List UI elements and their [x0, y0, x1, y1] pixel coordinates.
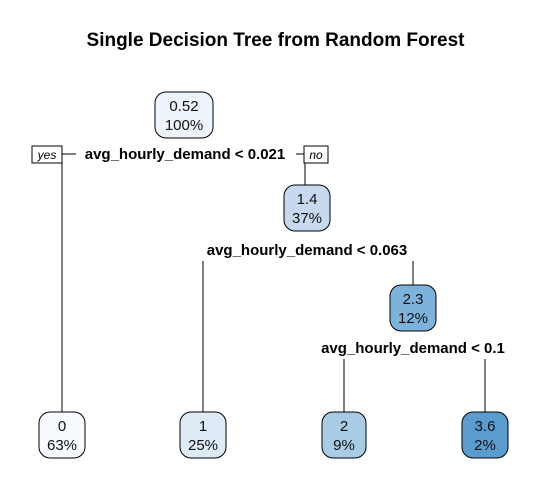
tree-leaf-1: 0 63% — [38, 411, 86, 459]
split-label-n2: avg_hourly_demand < 0.063 — [207, 242, 408, 259]
node-percent: 63% — [47, 437, 77, 454]
tree-node-root: 0.52 100% — [154, 91, 214, 139]
node-percent: 9% — [333, 437, 355, 454]
tree-edges — [61, 153, 486, 412]
split-label-root: avg_hourly_demand < 0.021 — [85, 146, 286, 163]
yes-label-box: yes — [31, 145, 63, 164]
node-value: 0 — [58, 418, 66, 435]
node-value: 0.52 — [169, 98, 198, 115]
node-value: 1 — [199, 418, 207, 435]
tree-leaf-3: 2 9% — [321, 411, 367, 459]
split-label-n3: avg_hourly_demand < 0.1 — [321, 340, 505, 357]
tree-leaf-2: 1 25% — [179, 411, 227, 459]
node-percent: 25% — [188, 437, 218, 454]
tree-leaf-4: 3.6 2% — [461, 411, 509, 459]
node-value: 2 — [340, 418, 348, 435]
yes-label: yes — [37, 148, 57, 162]
node-percent: 12% — [398, 310, 428, 327]
no-label: no — [309, 148, 323, 162]
node-percent: 37% — [292, 210, 322, 227]
node-percent: 100% — [165, 117, 203, 134]
chart-title: Single Decision Tree from Random Forest — [86, 30, 465, 51]
no-label-box: no — [303, 145, 329, 164]
tree-node-n3: 2.3 12% — [389, 284, 437, 332]
node-value: 2.3 — [403, 291, 424, 308]
node-value: 1.4 — [297, 191, 318, 208]
tree-node-n2: 1.4 37% — [283, 184, 331, 232]
node-value: 3.6 — [475, 418, 496, 435]
node-percent: 2% — [474, 437, 496, 454]
